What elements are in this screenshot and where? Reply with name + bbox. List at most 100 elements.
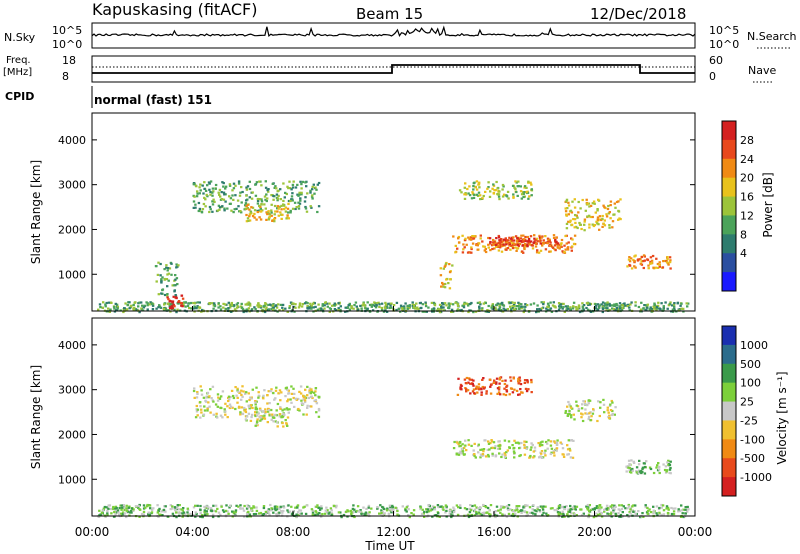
heatmap-cell (510, 238, 513, 241)
heatmap-cell (572, 301, 576, 304)
heatmap-cell (101, 509, 104, 512)
heatmap-cell (142, 504, 146, 507)
heatmap-cell (115, 308, 118, 311)
heatmap-cell (205, 193, 208, 196)
heatmap-cell (526, 235, 529, 239)
heatmap-cell (275, 508, 279, 511)
heatmap-cell (522, 238, 526, 241)
heatmap-cell (419, 506, 423, 509)
heatmap-cell (443, 286, 447, 289)
heatmap-cell (318, 508, 322, 511)
heatmap-cell (449, 302, 452, 305)
heatmap-cell (289, 211, 292, 214)
heatmap-cell (216, 209, 219, 212)
heatmap-cell (157, 261, 160, 264)
heatmap-cell (339, 305, 342, 308)
heatmap-cell (641, 467, 644, 470)
heatmap-cell (649, 262, 652, 265)
heatmap-cell (279, 399, 282, 402)
heatmap-cell (497, 234, 500, 238)
heatmap-cell (503, 513, 506, 516)
heatmap-cell (439, 274, 443, 277)
heatmap-cell (668, 468, 672, 471)
heatmap-cell (482, 514, 486, 517)
heatmap-cell (317, 303, 320, 306)
heatmap-cell (445, 304, 448, 307)
heatmap-cell (411, 305, 414, 308)
heatmap-cell (201, 308, 204, 312)
heatmap-cell (586, 302, 590, 305)
heatmap-cell (562, 302, 565, 305)
heatmap-cell (210, 510, 214, 513)
heatmap-cell (564, 248, 567, 251)
heatmap-cell (264, 302, 267, 305)
heatmap-cell (464, 238, 467, 242)
heatmap-cell (163, 268, 166, 271)
heatmap-cell (462, 248, 465, 251)
heatmap-cell (281, 306, 284, 309)
heatmap-cell (427, 504, 430, 507)
heatmap-cell (511, 391, 515, 394)
heatmap-cell (518, 505, 521, 508)
heatmap-cell (244, 418, 248, 421)
freq-panel-frame (91, 55, 696, 83)
heatmap-cell (224, 200, 227, 203)
heatmap-cell (350, 511, 353, 514)
heatmap-cell (159, 306, 163, 309)
heatmap-cell (387, 508, 390, 511)
heatmap-cell (467, 310, 470, 314)
heatmap-cell (470, 378, 474, 381)
heatmap-cell (245, 220, 249, 223)
heatmap-cell (225, 303, 228, 306)
heatmap-cell (275, 409, 278, 412)
power-colorbar-label: Power [dB] (761, 172, 775, 237)
heatmap-cell (632, 461, 636, 464)
heatmap-cell (503, 439, 507, 442)
heatmap-cell (522, 251, 525, 254)
heatmap-cell (378, 303, 381, 306)
heatmap-cell (608, 211, 611, 214)
heatmap-cell (405, 506, 409, 509)
heatmap-cell (667, 463, 670, 466)
heatmap-cell (311, 511, 315, 514)
heatmap-cell (479, 456, 482, 459)
heatmap-cell (512, 447, 515, 450)
heatmap-cell (435, 514, 438, 517)
heatmap-cell (448, 509, 451, 512)
heatmap-cell (597, 400, 600, 403)
heatmap-cell (588, 205, 591, 208)
heatmap-cell (573, 513, 576, 516)
heatmap-cell (663, 468, 667, 472)
heatmap-cell (616, 304, 619, 307)
heatmap-cell (243, 406, 246, 410)
heatmap-cell (439, 505, 442, 508)
heatmap-cell (286, 388, 289, 391)
heatmap-cell (240, 211, 243, 214)
heatmap-cell (523, 308, 526, 311)
heatmap-cell (545, 241, 548, 244)
heatmap-cell (267, 303, 270, 306)
heatmap-cell (596, 209, 599, 212)
heatmap-cell (501, 195, 505, 198)
heatmap-cell (320, 507, 323, 510)
heatmap-cell (161, 276, 164, 279)
heatmap-cell (565, 505, 568, 508)
heatmap-cell (581, 198, 584, 202)
heatmap-cell (296, 506, 299, 509)
heatmap-cell (411, 303, 414, 306)
heatmap-cell (527, 237, 531, 241)
heatmap-cell (642, 266, 645, 270)
heatmap-cell (167, 272, 171, 275)
heatmap-cell (203, 196, 206, 199)
heatmap-cell (662, 308, 665, 311)
heatmap-cell (104, 303, 107, 306)
heatmap-cell (634, 504, 637, 507)
heatmap-cell (630, 509, 633, 512)
heatmap-cell (148, 303, 151, 306)
heatmap-cell (650, 511, 653, 514)
heatmap-cell (404, 507, 407, 510)
heatmap-cell (201, 514, 204, 517)
heatmap-cell (180, 294, 183, 297)
heatmap-cell (511, 307, 515, 310)
heatmap-cell (567, 453, 570, 456)
